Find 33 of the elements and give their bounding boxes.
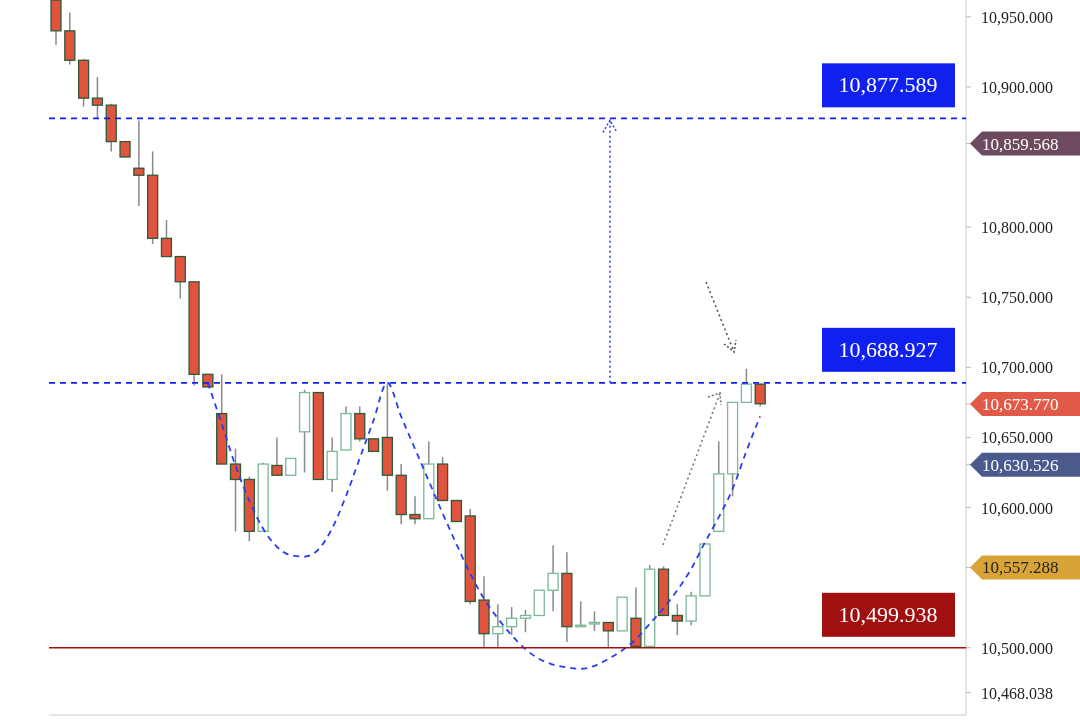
- y-tick-label: 10,630.526: [982, 455, 1059, 475]
- candlestick: [506, 606, 518, 636]
- candlestick: [754, 383, 766, 408]
- candlestick: [671, 603, 683, 636]
- candlestick: [133, 119, 145, 207]
- ref-line-label: 10,877.589: [838, 72, 938, 98]
- ref-line-label: 10,688.927: [838, 336, 938, 362]
- candlestick: [229, 447, 242, 533]
- y-tick-label: 10,468.038: [981, 684, 1053, 702]
- line-series: [206, 381, 761, 670]
- y-tick-label: 10,700.000: [981, 359, 1053, 377]
- candlestick: [409, 495, 421, 526]
- y-tick-label: 10,900.000: [981, 78, 1053, 96]
- y-tick-label: 10,750.000: [981, 289, 1053, 307]
- candlestick: [588, 610, 601, 632]
- y-tick-label: 10,859.568: [982, 134, 1059, 154]
- candlestick: [519, 609, 532, 634]
- candlestick: [160, 219, 173, 258]
- y-tick-label: 10,650.000: [981, 429, 1053, 447]
- y-tick-label: 10,950.000: [981, 8, 1053, 26]
- candlestick: [602, 621, 614, 649]
- candlestick: [271, 436, 283, 477]
- candlestick: [91, 76, 104, 120]
- candlestick: [547, 544, 559, 612]
- ref-line-label: 10,499.938: [838, 601, 938, 627]
- y-tick-label: 10,557.288: [982, 558, 1059, 578]
- y-tick-label: 10,600.000: [981, 499, 1053, 517]
- y-tick-label: 10,800.000: [981, 219, 1053, 237]
- candlestick: [740, 367, 753, 404]
- candlestick: [450, 499, 463, 523]
- candlestick: [492, 603, 504, 649]
- y-tick-label: 10,673.770: [982, 395, 1059, 415]
- y-tick-label: 10,500.000: [981, 639, 1053, 657]
